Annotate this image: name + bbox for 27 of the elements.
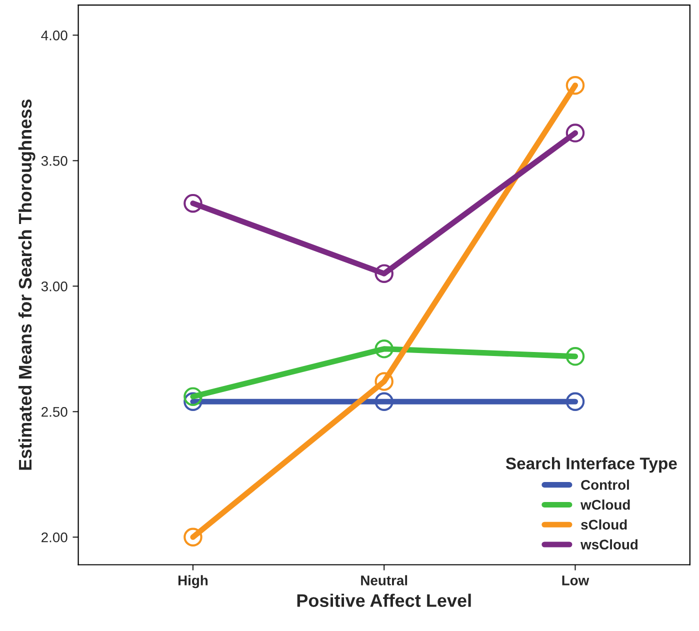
point	[184, 387, 202, 406]
x-tick-label: Low	[562, 576, 590, 586]
legend-label: wsCloud	[580, 539, 638, 550]
y-axis-title: Estimated Means for Search Thoroughness	[18, 100, 36, 470]
x-tick-label: High	[178, 575, 208, 588]
point	[374, 264, 394, 283]
legend-label: sCloud	[581, 519, 627, 530]
x-tick-label: Neutral	[361, 575, 408, 586]
point	[566, 76, 585, 95]
y-tick-label: 4.00	[41, 30, 68, 40]
point	[566, 392, 585, 411]
point	[374, 340, 394, 358]
y-tick-label: 2.00	[42, 532, 68, 542]
legend-label: wCloud	[580, 500, 630, 510]
point	[566, 124, 585, 142]
legend-label: Control	[581, 480, 629, 490]
point	[184, 194, 202, 213]
y-tick-label: 3.00	[41, 281, 68, 292]
point	[374, 372, 394, 391]
point	[374, 392, 394, 411]
y-tick-label: 2.50	[42, 406, 68, 417]
point	[184, 528, 202, 547]
y-tick-label: 3.50	[41, 156, 68, 166]
legend-title: Search Interface Type	[506, 457, 677, 473]
point	[184, 392, 202, 411]
x-axis-title: Positive Affect Level	[297, 594, 471, 607]
point	[566, 347, 585, 366]
